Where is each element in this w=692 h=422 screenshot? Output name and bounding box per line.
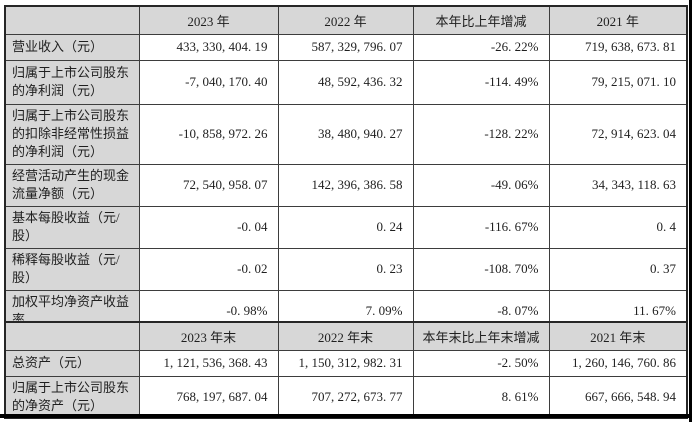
table-row: 基本每股收益（元/股） -0. 04 0. 24 -116. 67% 0. 4 xyxy=(4,205,688,249)
cell-value: -116. 67% xyxy=(412,205,550,249)
cell-value: 0. 23 xyxy=(277,247,414,291)
table-row: 经营活动产生的现金流量净额（元） 72, 540, 958. 07 142, 3… xyxy=(4,163,688,207)
table-row: 稀释每股收益（元/股） -0. 02 0. 23 -108. 70% 0. 37 xyxy=(4,247,688,291)
row-label: 营业收入（元） xyxy=(4,33,140,61)
column-header-2023: 2023 年 xyxy=(138,5,279,35)
cell-value: -7, 040, 170. 40 xyxy=(138,59,279,105)
year-end-balance-table: 2023 年末 2022 年末 本年末比上年末增减 2021 年末 总资产（元）… xyxy=(4,321,688,420)
column-header-yearend-change: 本年末比上年末增减 xyxy=(412,321,550,351)
cell-value: 768, 197, 687. 04 xyxy=(138,375,279,419)
table-row: 归属于上市公司股东的扣除非经常性损益的净利润（元） -10, 858, 972.… xyxy=(4,103,688,165)
column-header-2021-yearend: 2021 年末 xyxy=(548,321,688,351)
cell-value: 433, 330, 404. 19 xyxy=(138,33,279,61)
cell-value: 0. 24 xyxy=(277,205,414,249)
cell-value: 1, 150, 312, 982. 31 xyxy=(277,349,414,377)
cell-value: -128. 22% xyxy=(412,103,550,165)
table-row: 归属于上市公司股东的净利润（元） -7, 040, 170. 40 48, 59… xyxy=(4,59,688,105)
table-header-row: 2023 年 2022 年 本年比上年增减 2021 年 xyxy=(4,5,688,35)
table-row: 营业收入（元） 433, 330, 404. 19 587, 329, 796.… xyxy=(4,33,688,61)
cell-value: 667, 666, 548. 94 xyxy=(548,375,688,419)
cell-value: 79, 215, 071. 10 xyxy=(548,59,688,105)
cell-value: 34, 343, 118. 63 xyxy=(548,163,688,207)
cell-value: -10, 858, 972. 26 xyxy=(138,103,279,165)
row-label: 归属于上市公司股东的净资产（元） xyxy=(4,375,140,419)
cell-value: -26. 22% xyxy=(412,33,550,61)
cell-value: 48, 592, 436. 32 xyxy=(277,59,414,105)
cell-value: 707, 272, 673. 77 xyxy=(277,375,414,419)
column-header-2021: 2021 年 xyxy=(548,5,688,35)
cell-value: 0. 4 xyxy=(548,205,688,249)
cell-value: 719, 638, 673. 81 xyxy=(548,33,688,61)
cell-value: -49. 06% xyxy=(412,163,550,207)
bottom-rule xyxy=(0,414,692,418)
cell-value: -108. 70% xyxy=(412,247,550,291)
column-header-blank xyxy=(4,321,140,351)
row-label: 稀释每股收益（元/股） xyxy=(4,247,140,291)
cell-value: -0. 02 xyxy=(138,247,279,291)
column-header-yoy-change: 本年比上年增减 xyxy=(412,5,550,35)
cell-value: 1, 260, 146, 760. 86 xyxy=(548,349,688,377)
table-header-row: 2023 年末 2022 年末 本年末比上年末增减 2021 年末 xyxy=(4,321,688,351)
row-label: 基本每股收益（元/股） xyxy=(4,205,140,249)
column-header-2023-yearend: 2023 年末 xyxy=(138,321,279,351)
row-label: 归属于上市公司股东的扣除非经常性损益的净利润（元） xyxy=(4,103,140,165)
column-header-2022-yearend: 2022 年末 xyxy=(277,321,414,351)
annual-results-table: 2023 年 2022 年 本年比上年增减 2021 年 营业收入（元） 433… xyxy=(4,5,688,334)
cell-value: 72, 540, 958. 07 xyxy=(138,163,279,207)
table-row: 归属于上市公司股东的净资产（元） 768, 197, 687. 04 707, … xyxy=(4,375,688,419)
cell-value: 8. 61% xyxy=(412,375,550,419)
cell-value: 1, 121, 536, 368. 43 xyxy=(138,349,279,377)
cell-value: 0. 37 xyxy=(548,247,688,291)
cell-value: 587, 329, 796. 07 xyxy=(277,33,414,61)
cell-value: 142, 396, 386. 58 xyxy=(277,163,414,207)
row-label: 归属于上市公司股东的净利润（元） xyxy=(4,59,140,105)
column-header-2022: 2022 年 xyxy=(277,5,414,35)
cell-value: -2. 50% xyxy=(412,349,550,377)
right-edge-rule xyxy=(689,0,692,422)
cell-value: 38, 480, 940. 27 xyxy=(277,103,414,165)
cell-value: 72, 914, 623. 04 xyxy=(548,103,688,165)
table-row: 总资产（元） 1, 121, 536, 368. 43 1, 150, 312,… xyxy=(4,349,688,377)
column-header-blank xyxy=(4,5,140,35)
cell-value: -0. 04 xyxy=(138,205,279,249)
row-label: 经营活动产生的现金流量净额（元） xyxy=(4,163,140,207)
row-label: 总资产（元） xyxy=(4,349,140,377)
cell-value: -114. 49% xyxy=(412,59,550,105)
